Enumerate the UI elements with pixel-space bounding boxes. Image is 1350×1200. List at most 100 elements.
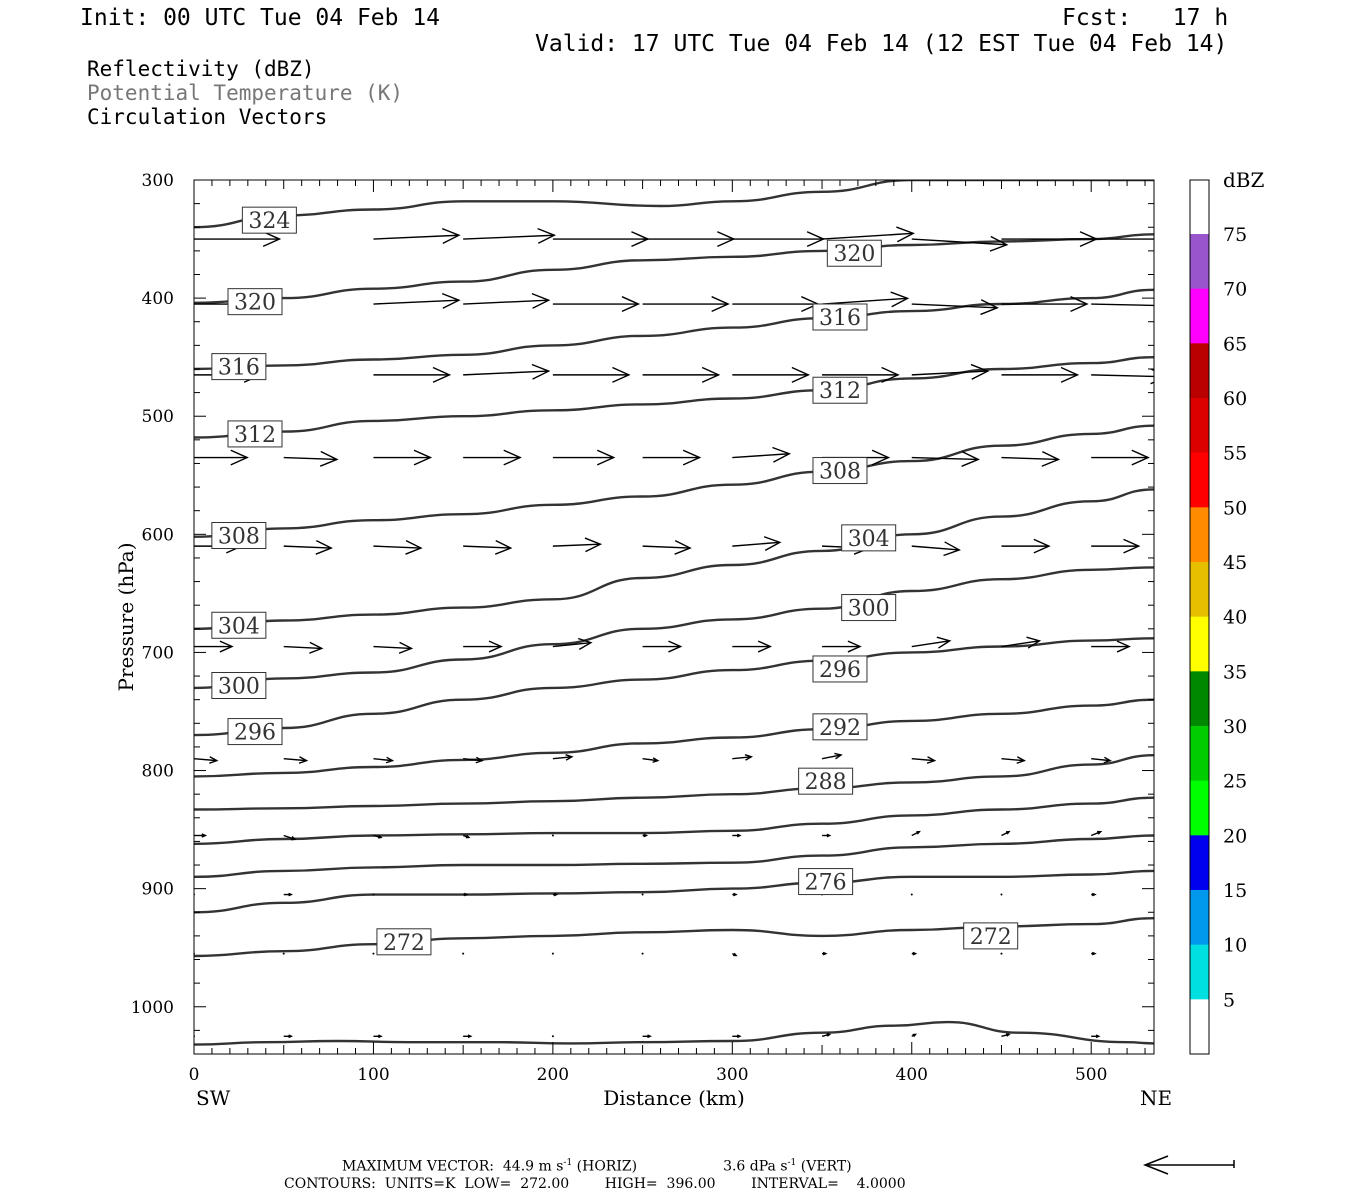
contour-label: 316 xyxy=(211,353,267,381)
circulation-vector xyxy=(732,1034,742,1039)
svg-text:296: 296 xyxy=(234,721,276,746)
svg-text:292: 292 xyxy=(819,716,861,741)
circulation-vector xyxy=(283,834,297,841)
colorbar-swatch xyxy=(1190,234,1209,290)
circulation-vector xyxy=(194,640,234,653)
x-axis-left-end: SW xyxy=(196,1086,231,1110)
axis-ticks: 0 100 200 300 400 500 300 400 500 600 700 800 900 100… xyxy=(131,171,1154,1085)
x-tick-label: 300 xyxy=(716,1065,748,1085)
circulation-vector xyxy=(1000,952,1003,955)
y-tick-label: 400 xyxy=(142,289,174,309)
contour-label: 288 xyxy=(798,767,854,795)
circulation-vector xyxy=(911,1033,918,1038)
theta-contour xyxy=(194,180,1154,229)
svg-text:312: 312 xyxy=(234,423,276,448)
colorbar-label: 20 xyxy=(1223,825,1247,847)
valid-time-label: Valid: 17 UTC Tue 04 Feb 14 (12 EST Tue … xyxy=(535,31,1228,57)
theta-contour xyxy=(194,796,1154,845)
svg-text:272: 272 xyxy=(970,925,1012,950)
circulation-vector xyxy=(552,892,559,897)
circulation-vector xyxy=(283,756,309,764)
theta-contour xyxy=(194,869,1154,914)
colorbar-label: 35 xyxy=(1223,661,1247,683)
circulation-vector xyxy=(463,640,503,653)
circulation-vector xyxy=(911,299,999,316)
colorbar-swatch xyxy=(1190,180,1209,235)
circulation-vector xyxy=(463,363,551,380)
circulation-vector xyxy=(911,363,990,380)
colorbar-swatch xyxy=(1190,343,1209,399)
y-tick-label: 1000 xyxy=(131,998,174,1018)
circulation-vector xyxy=(641,952,644,955)
circulation-vector xyxy=(911,451,980,467)
circulation-vector xyxy=(462,834,471,839)
colorbar-swatch xyxy=(1190,999,1209,1055)
contour-label: 300 xyxy=(211,672,267,700)
circulation-vector xyxy=(732,446,792,463)
svg-text:296: 296 xyxy=(819,658,861,683)
circulation-vector xyxy=(911,636,952,649)
circulation-vector xyxy=(822,366,900,383)
y-tick-label: 600 xyxy=(142,525,174,545)
circulation-vector xyxy=(1091,303,1154,307)
circulation-vector xyxy=(373,228,461,244)
contour-label: 304 xyxy=(211,611,267,639)
circulation-vector xyxy=(373,641,414,654)
circulation-vector xyxy=(1091,892,1097,897)
circulation-vector xyxy=(821,1033,832,1037)
colorbar-swatch xyxy=(1190,616,1209,672)
theta-contour xyxy=(194,637,1154,737)
contour-label: 316 xyxy=(812,303,868,331)
circulation-vector xyxy=(372,893,375,896)
colorbar-swatch xyxy=(1190,835,1209,891)
svg-text:312: 312 xyxy=(819,379,861,404)
circulation-vector xyxy=(1091,756,1112,764)
x-tick-label: 400 xyxy=(896,1065,928,1085)
svg-text:272: 272 xyxy=(383,931,425,956)
circulation-vector xyxy=(372,952,375,955)
colorbar: 5 10 15 20 25 30 35 40 45 50 55 60 65 70 75 xyxy=(1189,179,1247,1055)
circulation-vector xyxy=(642,296,730,312)
circulation-vector xyxy=(732,754,754,761)
circulation-vector xyxy=(642,449,702,466)
circulation-vector xyxy=(1091,238,1154,240)
circulation-vector xyxy=(373,540,423,555)
circulation-vector xyxy=(1001,830,1011,837)
theta-contour xyxy=(194,1020,1154,1046)
circulation-vector xyxy=(463,449,522,466)
circulation-vector xyxy=(732,833,742,838)
circulation-vector xyxy=(1001,1033,1011,1037)
circulation-vector xyxy=(1091,640,1131,653)
svg-text:300: 300 xyxy=(218,675,260,700)
contour-label: 292 xyxy=(812,713,868,741)
contour-label: 272 xyxy=(376,928,432,956)
circulation-vector xyxy=(732,952,738,957)
circulation-vector xyxy=(1001,538,1051,554)
circulation-vector xyxy=(463,1034,473,1039)
colorbar-label: 45 xyxy=(1223,552,1247,574)
circulation-vector xyxy=(732,892,738,897)
plot-frame xyxy=(193,179,1155,1055)
svg-text:308: 308 xyxy=(218,525,260,550)
circulation-vector xyxy=(283,540,333,555)
circulation-vector xyxy=(551,1035,554,1038)
circulation-vector xyxy=(1001,756,1026,764)
y-tick-label: 500 xyxy=(142,407,174,427)
circulation-vector xyxy=(911,541,961,557)
theta-contour xyxy=(194,566,1154,690)
x-tick-label: 0 xyxy=(189,1065,200,1085)
svg-text:324: 324 xyxy=(248,209,290,234)
circulation-vector xyxy=(283,892,294,897)
circulation-vector xyxy=(642,833,649,838)
y-tick-label: 800 xyxy=(142,762,174,782)
colorbar-label: 30 xyxy=(1223,716,1247,738)
colorbar-swatch xyxy=(1190,507,1209,563)
x-axis-title: Distance (km) xyxy=(603,1086,745,1110)
circulation-vector xyxy=(373,834,383,839)
x-tick-label: 500 xyxy=(1075,1065,1107,1085)
colorbar-swatch xyxy=(1190,890,1209,946)
legend-circulation-vectors: Circulation Vectors xyxy=(87,105,328,129)
circulation-vector xyxy=(552,754,574,761)
circulation-vector xyxy=(1001,366,1080,383)
circulation-vector xyxy=(373,449,433,466)
